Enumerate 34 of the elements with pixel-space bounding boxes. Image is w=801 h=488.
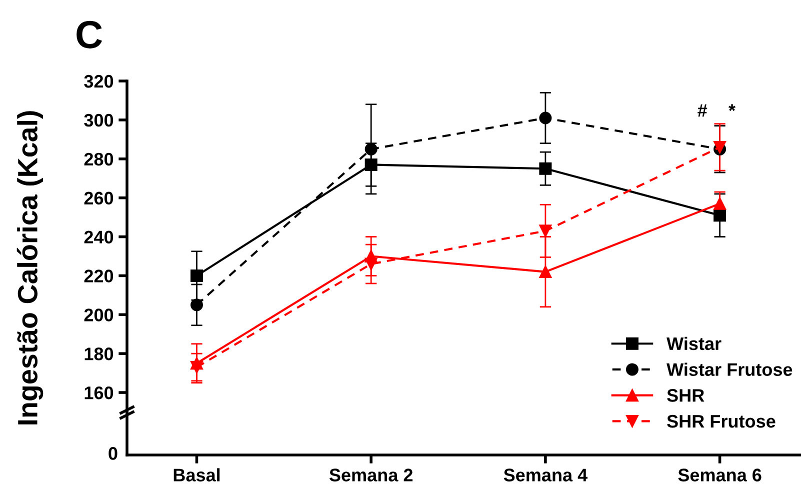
point (190, 269, 203, 282)
x-tick-label: Semana 2 (329, 468, 413, 482)
y-tick-label: 180 (84, 348, 114, 360)
point (190, 360, 203, 374)
y-tick-label: 320 (84, 74, 114, 88)
point (539, 224, 552, 238)
y-axis-title: Ingestão Calórica (Kcal) (16, 111, 44, 424)
legend-label: Wistar Frutose (666, 362, 792, 376)
annotation: * (728, 104, 736, 111)
point (539, 112, 552, 124)
x-tick-label: Basal (174, 468, 220, 482)
point (190, 298, 203, 312)
point (539, 266, 552, 278)
y-tick-label: 240 (84, 230, 114, 244)
y-tick-label: 300 (84, 114, 114, 127)
y-tick-label: 260 (84, 192, 114, 205)
point (364, 142, 378, 156)
y-tick-label: 160 (84, 386, 114, 400)
x-tick-label: Semana 6 (678, 468, 762, 482)
legend-label: SHR (667, 389, 704, 402)
chart-title: C (76, 20, 102, 48)
legend-label: Wistar (666, 336, 722, 350)
point (364, 158, 378, 171)
point (539, 162, 552, 175)
legend-label: SHR Frutose (667, 414, 776, 428)
point (364, 258, 378, 270)
y-tick-label: 220 (84, 270, 114, 282)
point (714, 209, 726, 222)
y-tick-label: 200 (84, 308, 114, 322)
y-tick-label: 280 (84, 152, 114, 166)
text: 0 (108, 447, 118, 460)
x-tick-label: Semana 4 (504, 468, 588, 482)
point (714, 197, 726, 210)
annotation: # (698, 104, 708, 117)
